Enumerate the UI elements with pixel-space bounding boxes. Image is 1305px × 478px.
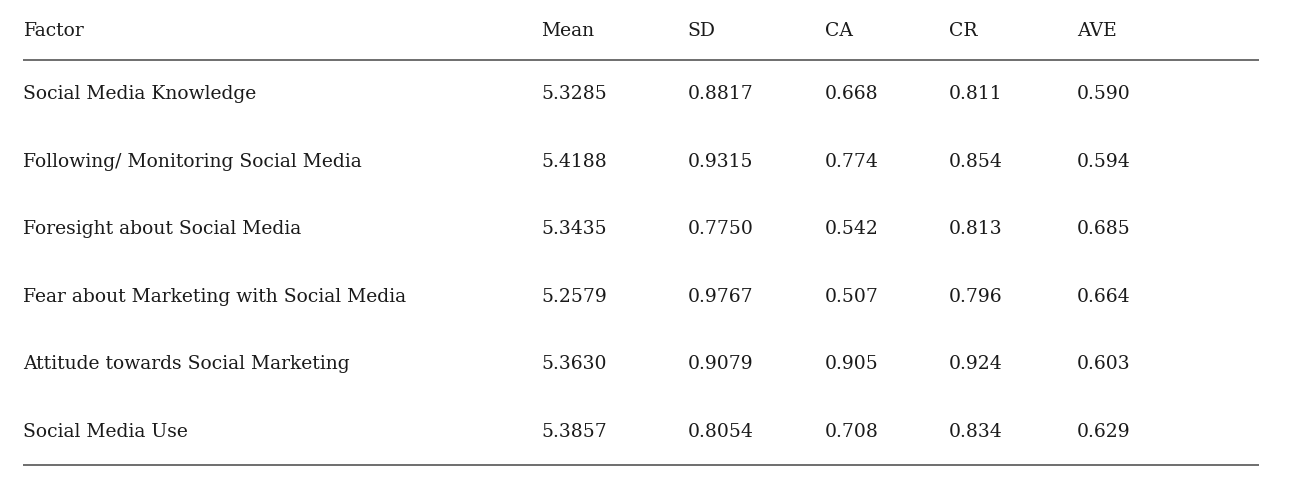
Text: 0.668: 0.668 [825, 86, 878, 103]
Text: 0.685: 0.685 [1077, 220, 1130, 239]
Text: 0.774: 0.774 [825, 153, 878, 171]
Text: 5.3630: 5.3630 [542, 355, 607, 373]
Text: 5.4188: 5.4188 [542, 153, 607, 171]
Text: Attitude towards Social Marketing: Attitude towards Social Marketing [23, 355, 350, 373]
Text: 0.9315: 0.9315 [688, 153, 753, 171]
Text: Fear about Marketing with Social Media: Fear about Marketing with Social Media [23, 288, 407, 306]
Text: 0.8054: 0.8054 [688, 423, 753, 441]
Text: Factor: Factor [23, 22, 85, 40]
Text: 0.664: 0.664 [1077, 288, 1130, 306]
Text: 0.542: 0.542 [825, 220, 878, 239]
Text: 5.3857: 5.3857 [542, 423, 607, 441]
Text: 0.708: 0.708 [825, 423, 878, 441]
Text: 0.924: 0.924 [949, 355, 1002, 373]
Text: 0.796: 0.796 [949, 288, 1002, 306]
Text: SD: SD [688, 22, 715, 40]
Text: Social Media Use: Social Media Use [23, 423, 188, 441]
Text: 0.854: 0.854 [949, 153, 1002, 171]
Text: CA: CA [825, 22, 852, 40]
Text: 0.507: 0.507 [825, 288, 878, 306]
Text: 0.834: 0.834 [949, 423, 1002, 441]
Text: 0.811: 0.811 [949, 86, 1002, 103]
Text: 0.905: 0.905 [825, 355, 878, 373]
Text: CR: CR [949, 22, 977, 40]
Text: Mean: Mean [542, 22, 595, 40]
Text: 0.8817: 0.8817 [688, 86, 753, 103]
Text: Foresight about Social Media: Foresight about Social Media [23, 220, 301, 239]
Text: 0.590: 0.590 [1077, 86, 1130, 103]
Text: Social Media Knowledge: Social Media Knowledge [23, 86, 257, 103]
Text: AVE: AVE [1077, 22, 1116, 40]
Text: 5.3435: 5.3435 [542, 220, 607, 239]
Text: 5.3285: 5.3285 [542, 86, 607, 103]
Text: 0.594: 0.594 [1077, 153, 1130, 171]
Text: Following/ Monitoring Social Media: Following/ Monitoring Social Media [23, 153, 363, 171]
Text: 5.2579: 5.2579 [542, 288, 607, 306]
Text: 0.813: 0.813 [949, 220, 1002, 239]
Text: 0.603: 0.603 [1077, 355, 1130, 373]
Text: 0.9767: 0.9767 [688, 288, 753, 306]
Text: 0.7750: 0.7750 [688, 220, 753, 239]
Text: 0.629: 0.629 [1077, 423, 1130, 441]
Text: 0.9079: 0.9079 [688, 355, 753, 373]
